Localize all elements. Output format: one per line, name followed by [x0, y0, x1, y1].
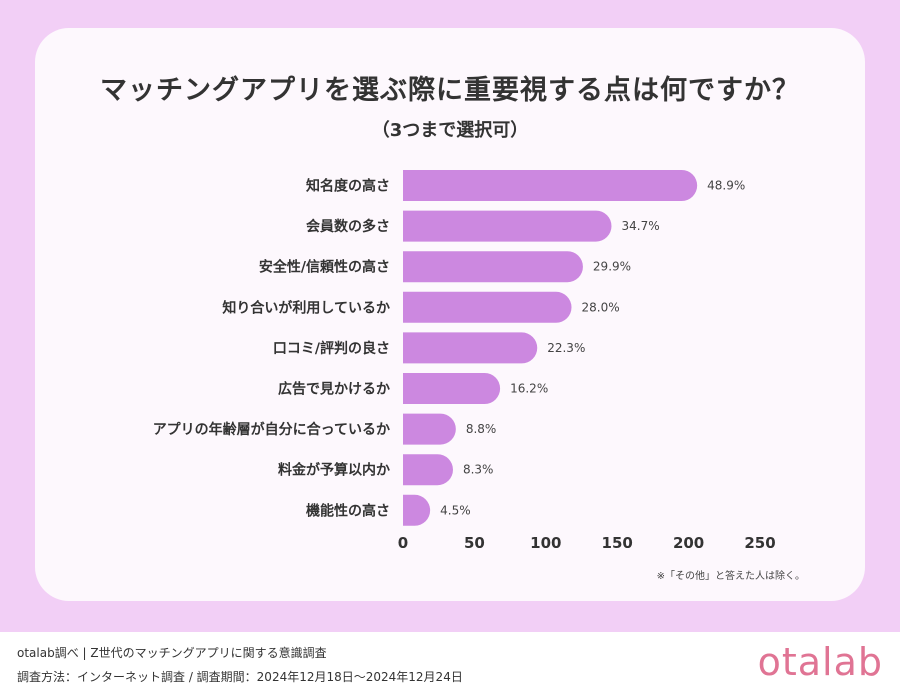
- footer-method: 調査方法：インターネット調査 / 調査期間：2024年12月18日〜2024年1…: [17, 670, 463, 684]
- category-label: 会員数の多さ: [306, 218, 390, 235]
- data-label: 22.3%: [547, 341, 585, 355]
- category-label: 機能性の高さ: [306, 502, 390, 519]
- bar-chart: 知名度の高さ 48.9% 会員数の多さ 34.7% 安全性/信頼性の高さ 29.9% 知り合…: [153, 170, 776, 552]
- x-tick-label: 200: [673, 534, 704, 552]
- category-label: 知名度の高さ: [306, 178, 390, 195]
- bar: [403, 373, 501, 404]
- category-label: 安全性/信頼性の高さ: [259, 259, 390, 276]
- x-tick-label: 150: [602, 534, 633, 552]
- bar: [403, 454, 453, 486]
- chart-subtitle: （3つまで選択可）: [371, 120, 529, 141]
- chart-title: マッチングアプリを選ぶ際に重要視する点は何ですか？: [100, 75, 800, 106]
- category-label: 料金が予算以内か: [278, 462, 390, 479]
- otalab-logo: otalab: [757, 640, 883, 684]
- bar: [403, 210, 612, 242]
- footer: otalab調べ | Z世代のマッチングアプリに関する意識調査 調査方法：インタ…: [0, 632, 900, 693]
- category-label: 口コミ/評判の良さ: [273, 340, 390, 357]
- category-label: 知り合いが利用しているか: [222, 299, 390, 316]
- bar: [403, 332, 538, 364]
- bar: [403, 251, 583, 283]
- x-tick-label: 100: [530, 534, 561, 552]
- bar: [403, 413, 456, 445]
- data-label: 29.9%: [593, 260, 631, 274]
- data-label: 16.2%: [510, 382, 548, 396]
- category-label: アプリの年齢層が自分に合っているか: [153, 421, 390, 438]
- data-label: 8.8%: [466, 422, 497, 436]
- bar: [403, 494, 431, 526]
- bar: [403, 291, 572, 323]
- data-label: 48.9%: [707, 179, 745, 193]
- x-tick-label: 50: [464, 534, 485, 552]
- footer-source: otalab調べ | Z世代のマッチングアプリに関する意識調査: [17, 646, 327, 660]
- data-label: 8.3%: [463, 463, 494, 477]
- data-label: 4.5%: [440, 503, 471, 517]
- bar: [403, 170, 698, 201]
- x-tick-label: 0: [398, 534, 408, 552]
- x-tick-label: 250: [744, 534, 775, 552]
- footnote: ※「その他」と答えた人は除く。: [656, 571, 805, 582]
- data-label: 34.7%: [621, 219, 659, 233]
- data-label: 28.0%: [582, 300, 620, 314]
- category-label: 広告で見かけるか: [278, 381, 390, 398]
